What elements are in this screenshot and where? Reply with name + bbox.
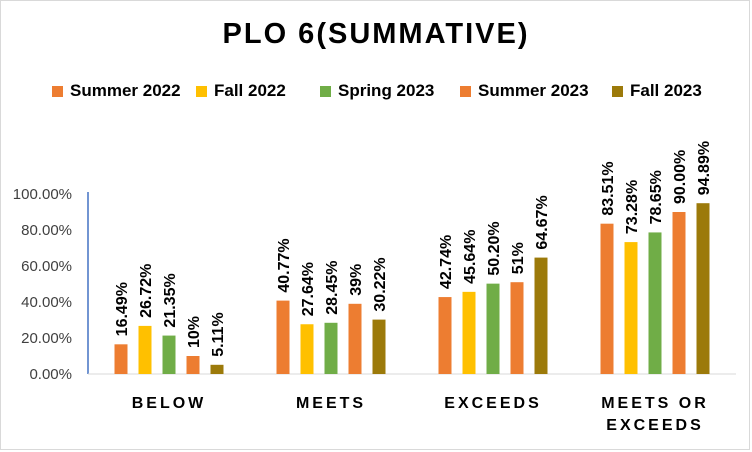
data-label: 10% bbox=[186, 316, 203, 348]
bar bbox=[186, 356, 200, 374]
legend-swatch bbox=[612, 85, 623, 97]
data-label: 40.77% bbox=[276, 238, 293, 292]
x-category-label: EXCEEDS bbox=[444, 395, 541, 412]
x-category-label: MEETS bbox=[296, 395, 366, 412]
legend-swatch bbox=[320, 85, 331, 97]
data-label: 5.11% bbox=[210, 312, 227, 356]
y-tick-label: 40.00% bbox=[21, 294, 72, 311]
data-label: 39% bbox=[348, 264, 365, 296]
data-label: 50.20% bbox=[486, 221, 503, 275]
y-tick-label: 60.00% bbox=[21, 258, 72, 275]
data-label: 64.67% bbox=[534, 195, 551, 249]
legend-item: Fall 2023 bbox=[612, 79, 702, 103]
bar bbox=[300, 324, 314, 374]
legend-item: Summer 2022 bbox=[52, 79, 181, 103]
x-category-label: MEETS OR bbox=[601, 395, 709, 412]
data-label: 42.74% bbox=[438, 235, 455, 289]
data-label: 78.65% bbox=[648, 170, 665, 224]
data-label: 26.72% bbox=[138, 264, 155, 318]
data-label: 73.28% bbox=[624, 180, 641, 234]
bar bbox=[486, 283, 500, 374]
bar bbox=[438, 297, 452, 374]
data-label: 51% bbox=[510, 242, 527, 274]
bar bbox=[624, 242, 638, 374]
bar bbox=[348, 303, 362, 374]
legend-item: Spring 2023 bbox=[320, 79, 434, 103]
legend-swatch bbox=[460, 85, 471, 97]
legend-swatch bbox=[52, 85, 63, 97]
legend-label: Summer 2023 bbox=[478, 81, 589, 100]
data-label: 16.49% bbox=[114, 282, 131, 336]
bar bbox=[600, 223, 614, 374]
legend-label: Fall 2022 bbox=[214, 81, 286, 100]
legend-item: Summer 2023 bbox=[460, 79, 589, 103]
legend-label: Spring 2023 bbox=[338, 81, 435, 100]
bar bbox=[510, 282, 524, 374]
bar bbox=[462, 291, 476, 374]
y-tick-label: 0.00% bbox=[29, 366, 72, 383]
bar bbox=[672, 212, 686, 374]
chart-title: PLO 6(SUMMATIVE) bbox=[222, 18, 530, 50]
data-label: 30.22% bbox=[372, 257, 389, 311]
data-label: 45.64% bbox=[462, 230, 479, 284]
legend-item: Fall 2022 bbox=[196, 79, 286, 103]
data-label: 94.89% bbox=[696, 141, 713, 195]
bar bbox=[162, 335, 176, 374]
bar bbox=[276, 300, 290, 374]
bar bbox=[138, 325, 152, 374]
data-label: 21.35% bbox=[162, 273, 179, 327]
bar bbox=[210, 364, 224, 374]
bar bbox=[648, 232, 662, 374]
y-tick-label: 80.00% bbox=[21, 222, 72, 239]
legend-label: Fall 2023 bbox=[630, 81, 702, 100]
legend-label: Summer 2022 bbox=[70, 81, 181, 100]
data-label: 83.51% bbox=[600, 161, 617, 215]
bar bbox=[534, 257, 548, 374]
legend-swatch bbox=[196, 85, 207, 97]
data-label: 28.45% bbox=[324, 261, 341, 315]
bar bbox=[114, 344, 128, 374]
bar bbox=[324, 322, 338, 374]
data-label: 90.00% bbox=[672, 150, 689, 204]
x-category-label: BELOW bbox=[132, 395, 207, 412]
chart-legend: Summer 2022 Fall 2022 Spring 2023 Summer 20… bbox=[0, 79, 752, 103]
y-tick-label: 100.00% bbox=[13, 186, 72, 203]
bar bbox=[372, 319, 386, 374]
bar bbox=[696, 203, 710, 374]
y-tick-label: 20.00% bbox=[21, 330, 72, 347]
x-category-label: EXCEEDS bbox=[606, 417, 703, 434]
data-label: 27.64% bbox=[300, 262, 317, 316]
